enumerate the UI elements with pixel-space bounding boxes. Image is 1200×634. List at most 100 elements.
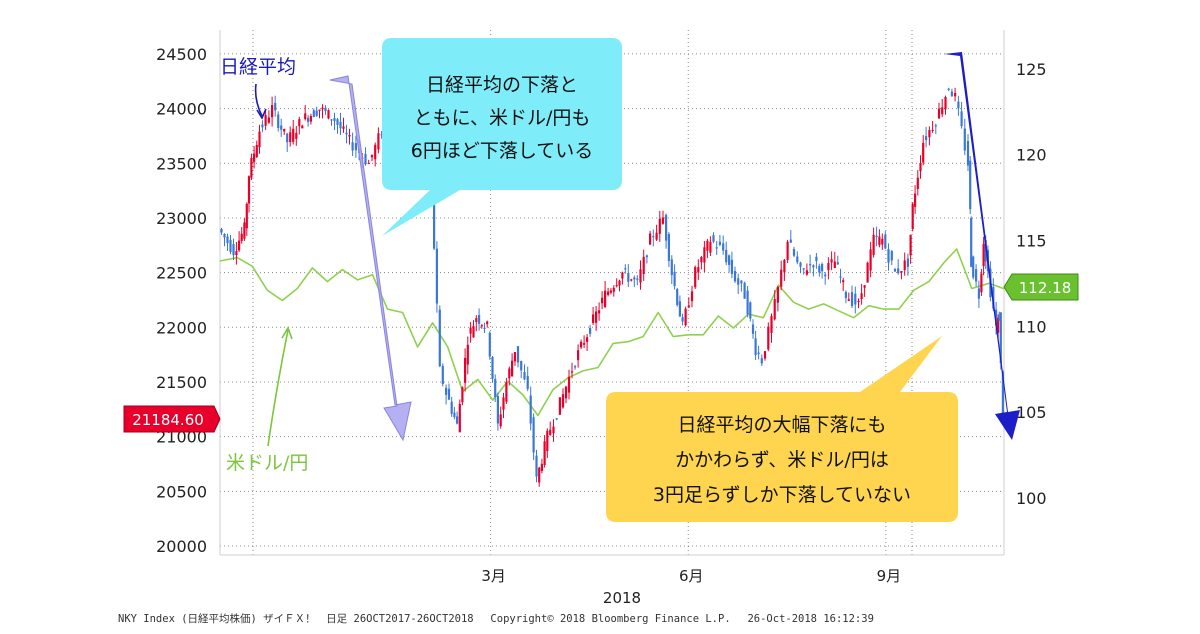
- nikkei-candle: [226, 237, 228, 244]
- nikkei-candle: [969, 161, 971, 209]
- nikkei-candle: [668, 234, 670, 261]
- nikkei-candle: [780, 270, 782, 287]
- nikkei-candle: [897, 268, 899, 273]
- nikkei-candle: [483, 328, 485, 329]
- left-tick-label: 24500: [156, 45, 207, 64]
- nikkei-candle: [330, 119, 332, 120]
- callout-bottom-line-3: 3円足らずしか下落していない: [653, 484, 911, 506]
- callout-bottom-line-1: 日経平均の大幅下落にも: [677, 414, 886, 436]
- nikkei-candle: [857, 301, 859, 302]
- nikkei-candle: [589, 328, 591, 334]
- nikkei-candle: [900, 271, 902, 273]
- nikkei-candle: [459, 404, 461, 432]
- nikkei-candle: [292, 129, 294, 142]
- nikkei-candle: [904, 260, 906, 270]
- nikkei-candle: [891, 251, 893, 261]
- x-tick-label: 3月: [481, 567, 506, 585]
- nikkei-candle: [722, 243, 724, 250]
- nikkei-candle: [280, 126, 282, 130]
- left-last-value-tag: 21184.60: [124, 406, 220, 432]
- footer-text: NKY Index (日経平均株価) ザイＦＸ！ 日足 26OCT2017-26…: [118, 612, 874, 625]
- nikkei-candle: [253, 154, 255, 162]
- nikkei-candle: [793, 249, 795, 256]
- nikkei-candle: [598, 310, 600, 313]
- nikkei-candle: [980, 274, 982, 293]
- nikkei-candle: [229, 240, 231, 252]
- nikkei-candle: [307, 118, 309, 122]
- nikkei-candle: [517, 346, 519, 362]
- nikkei-candle: [887, 249, 889, 263]
- nikkei-candle: [448, 389, 450, 400]
- nikkei-candle: [355, 143, 357, 150]
- nikkei-candle: [535, 456, 537, 477]
- nikkei-candle: [928, 130, 930, 137]
- nikkei-candle: [316, 111, 318, 116]
- nikkei-candle: [728, 255, 730, 265]
- nikkei-candle: [238, 241, 240, 251]
- nikkei-candle: [586, 337, 588, 342]
- nikkei-candle: [256, 145, 258, 157]
- right-tick-label: 105: [1016, 403, 1047, 422]
- nikkei-candle: [248, 176, 250, 203]
- nikkei-candle: [464, 358, 466, 383]
- right-tick-label: 100: [1016, 489, 1047, 508]
- nikkei-candle: [604, 291, 606, 307]
- nikkei-candle: [834, 262, 836, 268]
- nikkei-candle: [731, 260, 733, 274]
- nikkei-candle: [932, 130, 934, 131]
- nikkei-candle: [652, 236, 654, 237]
- nikkei-candle: [894, 269, 896, 271]
- nikkei-candle: [541, 464, 543, 471]
- callout-top-line-2: ともに、米ドル/円も: [414, 107, 591, 129]
- right-last-value-tag: 112.18: [1004, 274, 1078, 300]
- nikkei-candle: [861, 293, 863, 299]
- nikkei-candle: [574, 366, 576, 367]
- nikkei-candle: [907, 258, 909, 267]
- nikkei-candle: [870, 249, 872, 270]
- right-tick-label: 120: [1016, 146, 1047, 165]
- nikkei-candle: [568, 377, 570, 393]
- nikkei-candle: [277, 115, 279, 129]
- nikkei-candle: [806, 270, 808, 274]
- nikkei-candle: [821, 264, 823, 271]
- nikkei-candle: [967, 141, 969, 166]
- nikkei-candle: [310, 116, 312, 122]
- year-label: 2018: [603, 589, 641, 607]
- nikkei-candle: [630, 279, 632, 280]
- nikkei-candle: [491, 357, 493, 379]
- nikkei-candle: [442, 366, 444, 384]
- right-tick-label: 115: [1016, 231, 1047, 250]
- nikkei-candle: [508, 369, 510, 379]
- nikkei-candle: [970, 218, 972, 267]
- nikkei-candle: [627, 273, 629, 282]
- nikkei-candle: [500, 414, 502, 426]
- left-tick-label: 24000: [156, 100, 207, 119]
- nikkei-candle: [243, 223, 245, 239]
- right-last-value: 112.18: [1019, 279, 1072, 297]
- nikkei-candle: [246, 204, 248, 229]
- nikkei-candle: [618, 281, 620, 286]
- nikkei-candle: [580, 342, 582, 348]
- nikkei-candle: [831, 259, 833, 262]
- nikkei-candle: [261, 125, 263, 128]
- nikkei-candle: [783, 260, 785, 273]
- nikkei-candle: [978, 288, 980, 298]
- nikkei-candle: [478, 315, 480, 324]
- nikkei-candle: [815, 257, 817, 261]
- nikkei-candle: [607, 292, 609, 295]
- nikkei-candle: [472, 326, 474, 337]
- left-tick-label: 22000: [156, 318, 207, 337]
- nikkei-candle: [475, 318, 477, 322]
- nikkei-candle: [744, 283, 746, 299]
- nikkei-candle: [867, 263, 869, 283]
- nikkei-candle: [562, 394, 564, 407]
- nikkei-candle: [321, 108, 323, 110]
- nikkei-candle: [679, 301, 681, 316]
- nikkei-candle: [530, 396, 532, 424]
- nikkei-candle: [941, 107, 943, 114]
- nikkei-candle: [755, 338, 757, 355]
- left-tick-label: 20500: [156, 482, 207, 501]
- nikkei-candle: [265, 115, 267, 126]
- nikkei-candle: [839, 276, 841, 277]
